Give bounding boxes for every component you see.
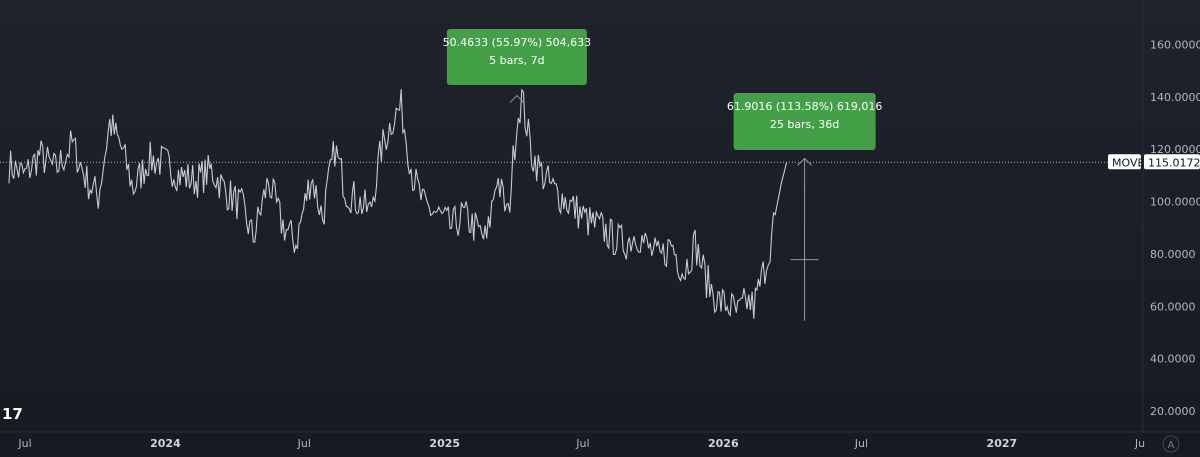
measure-duration-text: 5 bars, 7d — [489, 54, 544, 67]
auto-scale-button[interactable]: A — [1162, 435, 1180, 453]
measure-duration-text: 25 bars, 36d — [770, 118, 839, 131]
x-tick-label: Jul — [854, 437, 868, 450]
price-series-line — [8, 88, 788, 319]
measure-value-text: 61.9016 (113.58%) 619,016 — [727, 100, 883, 113]
measure-label-box — [733, 93, 876, 150]
x-tick-label: 2027 — [987, 437, 1018, 450]
x-tick-label: Jul — [297, 437, 311, 450]
measurement-tool[interactable]: 50.4633 (55.97%) 504,633 5 bars, 7d — [443, 29, 592, 103]
measure-label-box — [446, 29, 587, 85]
x-axis: Jul 2024 Jul 2025 Jul 2026 Jul 2027 Ju — [0, 431, 1200, 450]
y-tick-label: 120.0000 — [1150, 143, 1200, 156]
x-tick-label: 2026 — [708, 437, 739, 450]
y-tick-label: 80.0000 — [1150, 248, 1196, 261]
measure-arrow-head — [509, 94, 525, 103]
y-tick-label: 40.0000 — [1150, 353, 1196, 366]
y-tick-label: 20.0000 — [1150, 405, 1196, 418]
symbol-tag — [1108, 154, 1141, 170]
x-tick-label: Jul — [575, 437, 589, 450]
last-value-tag: MOVE 115.0172 — [1108, 154, 1200, 170]
y-tick-label: 140.0000 — [1150, 91, 1200, 104]
x-tick-label: 2025 — [429, 437, 460, 450]
logo-icon: 17 — [2, 405, 23, 423]
x-tick-label: Ju — [1134, 437, 1145, 450]
value-tag-label: 115.0172 — [1148, 156, 1200, 169]
value-tag — [1144, 154, 1200, 170]
y-tick-label: 100.0000 — [1150, 196, 1200, 209]
y-axis: 20.0000 40.0000 60.0000 80.0000 100.0000 120.… — [1142, 0, 1200, 432]
y-tick-label: 60.0000 — [1150, 300, 1196, 313]
auto-scale-label: A — [1168, 440, 1175, 451]
measure-arrow-head — [797, 157, 812, 166]
x-tick-label: 2024 — [150, 437, 181, 450]
symbol-tag-label: MOVE — [1112, 156, 1144, 169]
y-tick-label: 160.0000 — [1150, 39, 1200, 52]
measure-value-text: 50.4633 (55.97%) 504,633 — [443, 36, 592, 49]
x-tick-label: Jul — [17, 437, 31, 450]
measurement-tool[interactable]: 61.9016 (113.58%) 619,016 25 bars, 36d — [727, 93, 883, 321]
